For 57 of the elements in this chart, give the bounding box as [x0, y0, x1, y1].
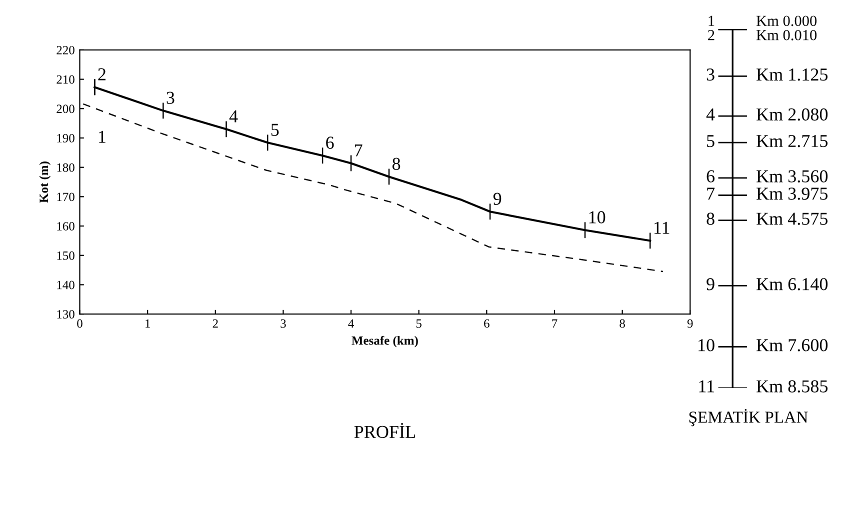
y-tick-label: 180 — [57, 163, 74, 172]
y-tick-label: 170 — [57, 192, 74, 202]
category-label: 10 — [698, 339, 714, 352]
y-tick-label: 200 — [56, 104, 74, 114]
annotation: 4 — [229, 110, 238, 122]
annotation: 10 — [589, 211, 606, 224]
annotation: 2 — [98, 68, 106, 80]
y-tick-label: 190 — [57, 134, 74, 142]
category-label: 11 — [699, 380, 714, 392]
x-tick-label: 6 — [484, 319, 490, 328]
data-label: Km 8.585 — [756, 380, 828, 393]
data-label: Km 1.125 — [756, 68, 828, 81]
y-tick-label: 220 — [56, 46, 74, 54]
data-label: Km 2.080 — [756, 108, 828, 121]
annotation: 5 — [271, 124, 279, 136]
data-label: Km 4.575 — [756, 212, 828, 225]
data-label: Km 3.560 — [756, 170, 828, 183]
y-tick-label: 160 — [57, 222, 74, 230]
text: PROFİL — [354, 422, 415, 438]
x-tick-label: 9 — [687, 319, 693, 328]
x-tick-label: 2 — [212, 319, 218, 328]
category-label: 8 — [706, 212, 714, 225]
x-tick-label: 8 — [620, 319, 625, 328]
y-tick-label: 130 — [57, 310, 74, 319]
y-tick-label: 150 — [57, 251, 74, 260]
category-label: 2 — [708, 30, 714, 40]
x-tick-label: 0 — [77, 319, 82, 328]
annotation: 1 — [99, 130, 106, 143]
y-tick-label: 140 — [57, 280, 74, 290]
x-tick-label: 1 — [146, 319, 150, 328]
x-axis-title: Mesafe (km) — [352, 336, 418, 348]
y-axis-title: Kot (m) — [39, 162, 51, 203]
annotation: 8 — [392, 158, 400, 170]
annotation: 6 — [326, 136, 334, 149]
annotation: 9 — [493, 192, 502, 205]
category-label: 9 — [706, 278, 714, 290]
annotation: 7 — [355, 144, 362, 156]
x-tick-label: 3 — [280, 319, 286, 328]
category-label: 7 — [707, 188, 715, 200]
data-label: Km 0.010 — [756, 30, 817, 40]
category-label: 1 — [708, 16, 714, 26]
category-label: 6 — [706, 170, 715, 182]
data-label: Km 2.715 — [756, 134, 828, 148]
x-tick-label: 5 — [416, 319, 422, 328]
x-tick-label: 4 — [348, 319, 354, 328]
data-label: Km 6.140 — [756, 278, 828, 290]
text: ŞEMATİK PLAN — [689, 408, 808, 426]
data-label: Km 0.000 — [756, 16, 817, 26]
annotation: 3 — [166, 92, 174, 104]
annotation: 11 — [654, 222, 670, 234]
data-label: Km 7.600 — [756, 339, 828, 352]
data-label: Km 3.975 — [756, 188, 828, 200]
category-label: 4 — [706, 108, 715, 120]
x-tick-label: 7 — [552, 319, 558, 328]
category-label: 3 — [706, 68, 714, 81]
y-tick-label: 210 — [56, 75, 74, 84]
category-label: 5 — [707, 135, 714, 148]
